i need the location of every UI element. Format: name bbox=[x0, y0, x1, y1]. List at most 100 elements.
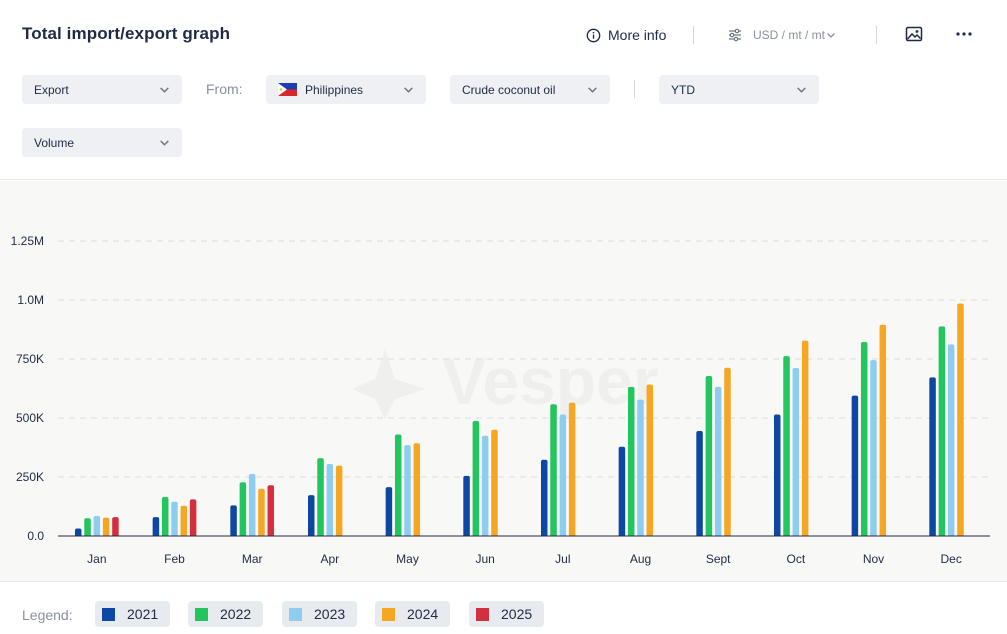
bar-2022-May bbox=[394, 434, 402, 536]
legend-item-2024[interactable]: 2024 bbox=[375, 601, 451, 627]
product-value: Crude coconut oil bbox=[462, 82, 556, 97]
x-tick-label: Mar bbox=[242, 552, 263, 566]
x-tick-label: May bbox=[396, 552, 419, 566]
country-dropdown[interactable]: Philippines bbox=[266, 75, 426, 104]
bar-2024-Aug bbox=[646, 384, 654, 536]
bar-chart: Vesper 0.0 250K 500K 750K 1.0M 1.25M Jan Feb Mar A… bbox=[11, 234, 990, 566]
chevron-down-icon bbox=[797, 87, 806, 93]
bar-2023-Aug bbox=[637, 399, 644, 536]
bar-2025-Feb bbox=[189, 499, 197, 536]
chart-header: Total import/export graph More info USD … bbox=[0, 0, 1007, 180]
from-label: From: bbox=[206, 81, 243, 97]
bar-2022-Aug bbox=[627, 386, 635, 536]
bar-2021-Oct bbox=[773, 414, 781, 536]
legend-item-2023[interactable]: 2023 bbox=[282, 601, 358, 627]
x-tick-label: Sept bbox=[706, 552, 731, 566]
bar-2023-Nov bbox=[870, 360, 877, 536]
legend-item-2025[interactable]: 2025 bbox=[469, 601, 545, 627]
bar-2024-Jul bbox=[568, 402, 576, 536]
product-dropdown[interactable]: Crude coconut oil bbox=[450, 75, 610, 104]
bar-2022-Jun bbox=[472, 420, 480, 536]
bar-2024-Dec bbox=[957, 303, 964, 536]
legend-item-label: 2023 bbox=[314, 606, 346, 622]
x-tick-label: Jan bbox=[87, 552, 106, 566]
bar-2022-Nov bbox=[860, 342, 868, 536]
legend-item-2021[interactable]: 2021 bbox=[95, 601, 171, 627]
bar-2022-Sept bbox=[705, 375, 713, 536]
bar-2021-Sept bbox=[696, 430, 703, 536]
legend-swatch bbox=[195, 607, 208, 621]
y-tick-label: 1.0M bbox=[17, 293, 44, 307]
bar-2024-Jan bbox=[102, 517, 110, 536]
y-tick-label: 250K bbox=[16, 470, 44, 484]
info-circle-icon bbox=[586, 28, 601, 42]
bar-2023-May bbox=[404, 445, 411, 536]
bar-2021-Dec bbox=[929, 377, 936, 536]
bar-2023-Jul bbox=[559, 414, 567, 536]
flow-dropdown[interactable]: Export bbox=[22, 75, 182, 104]
units-selector[interactable]: USD / mt / mt bbox=[728, 26, 836, 44]
legend-item-label: 2025 bbox=[501, 606, 533, 622]
legend-bar: Legend: 2021 2022 2023 2024 2025 bbox=[0, 581, 1007, 634]
legend-item-label: 2021 bbox=[127, 606, 159, 622]
watermark: Vesper bbox=[352, 344, 659, 419]
period-dropdown[interactable]: YTD bbox=[659, 75, 819, 104]
bar-2023-Apr bbox=[326, 464, 334, 536]
y-tick-label: 500K bbox=[16, 411, 44, 425]
bar-2021-Apr bbox=[307, 495, 315, 536]
legend-label: Legend: bbox=[22, 607, 73, 623]
bar-2024-Feb bbox=[180, 505, 188, 536]
bar-2023-Feb bbox=[171, 501, 178, 536]
bar-2024-Sept bbox=[724, 367, 731, 536]
page-title: Total import/export graph bbox=[22, 24, 231, 43]
bar-2023-Dec bbox=[947, 344, 955, 536]
measure-value: Volume bbox=[34, 135, 75, 150]
units-label: USD / mt / mt bbox=[753, 28, 825, 42]
chevron-down-icon bbox=[588, 87, 597, 93]
bar-2024-Jun bbox=[491, 429, 498, 536]
bar-2023-Jan bbox=[93, 515, 101, 536]
image-export-icon[interactable] bbox=[905, 25, 923, 43]
x-tick-label: Dec bbox=[940, 552, 961, 566]
bar-2023-Oct bbox=[792, 367, 800, 536]
bar-2024-Oct bbox=[801, 340, 809, 536]
bar-2022-Mar bbox=[239, 482, 247, 536]
country-value: Philippines bbox=[305, 82, 364, 97]
bar-2022-Jul bbox=[550, 404, 557, 536]
x-tick-label: Oct bbox=[786, 552, 805, 566]
legend-swatch bbox=[476, 607, 489, 621]
more-info-label: More info bbox=[608, 27, 667, 43]
bar-2021-Jun bbox=[463, 475, 470, 536]
x-tick-label: Aug bbox=[630, 552, 651, 566]
chevron-down-icon bbox=[160, 140, 169, 146]
legend-swatch bbox=[289, 607, 302, 621]
legend-item-2022[interactable]: 2022 bbox=[188, 601, 264, 627]
y-tick-label: 0.0 bbox=[27, 529, 44, 543]
bar-2024-Apr bbox=[335, 465, 343, 536]
sliders-icon bbox=[729, 28, 741, 42]
bar-2021-Feb bbox=[152, 517, 160, 536]
chart-area: Vesper 0.0 250K 500K 750K 1.0M 1.25M Jan Feb Mar A… bbox=[0, 181, 1007, 581]
bar-2022-Feb bbox=[161, 497, 169, 536]
bar-2021-Jan bbox=[74, 528, 82, 536]
y-tick-label: 750K bbox=[16, 352, 44, 366]
bar-2025-Mar bbox=[267, 485, 275, 536]
x-tick-label: Apr bbox=[320, 552, 339, 566]
bar-2021-Nov bbox=[851, 395, 859, 536]
measure-dropdown[interactable]: Volume bbox=[22, 128, 182, 157]
header-divider bbox=[693, 26, 694, 44]
legend-swatch bbox=[382, 607, 395, 621]
header-divider bbox=[876, 26, 877, 44]
more-info-button[interactable]: More info bbox=[586, 26, 666, 44]
chevron-down-icon bbox=[404, 87, 413, 93]
more-dots-icon[interactable] bbox=[955, 26, 973, 42]
bar-2022-Jan bbox=[84, 518, 91, 536]
bar-2022-Apr bbox=[317, 458, 324, 536]
x-tick-label: Nov bbox=[863, 552, 884, 566]
flow-value: Export bbox=[34, 82, 69, 97]
bar-2024-Nov bbox=[879, 324, 887, 536]
bar-2021-Mar bbox=[230, 505, 237, 536]
y-tick-label: 1.25M bbox=[11, 234, 44, 248]
x-tick-label: Feb bbox=[164, 552, 185, 566]
bar-2021-Jul bbox=[540, 459, 548, 536]
